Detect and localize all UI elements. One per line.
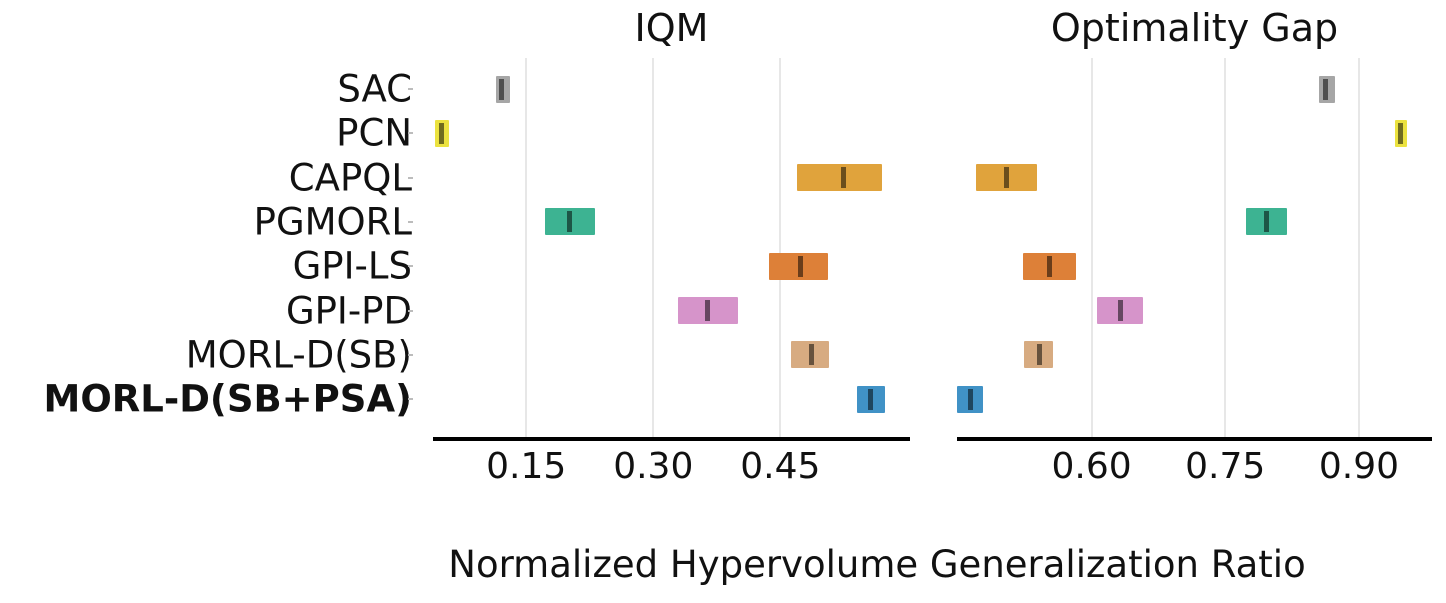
point-estimate-line-iqm-morl-d-sb- xyxy=(809,344,815,366)
point-estimate-line-optimality-gap-capql xyxy=(1003,167,1009,189)
point-estimate-line-iqm-pgmorl xyxy=(566,211,572,233)
point-estimate-line-optimality-gap-gpi-pd xyxy=(1117,300,1123,322)
point-estimate-line-optimality-gap-pgmorl xyxy=(1263,211,1269,233)
y-tick-label-sac: SAC xyxy=(337,67,412,111)
interval-bar-iqm-gpi-ls xyxy=(768,252,828,280)
y-tick-label-morl-d-sb-: MORL-D(SB) xyxy=(185,333,412,377)
gridline xyxy=(525,58,528,437)
point-estimate-line-optimality-gap-pcn xyxy=(1398,122,1404,144)
x-tick-label-iqm: 0.15 xyxy=(486,446,567,487)
point-estimate-line-iqm-gpi-ls xyxy=(798,255,804,277)
y-tick-label-gpi-ls: GPI-LS xyxy=(292,244,412,288)
point-estimate-line-optimality-gap-gpi-ls xyxy=(1047,255,1053,277)
gridline xyxy=(1090,58,1093,437)
y-tick-label-capql: CAPQL xyxy=(288,156,412,200)
y-tick-label-morl-d-sb-psa-: MORL-D(SB+PSA) xyxy=(43,377,412,421)
x-axis-label: Normalized Hypervolume Generalization Ra… xyxy=(448,543,1306,586)
y-tick-mark xyxy=(408,265,413,268)
y-tick-label-pgmorl: PGMORL xyxy=(253,200,412,244)
y-tick-label-gpi-pd: GPI-PD xyxy=(285,289,412,333)
x-axis-line-optimality-gap xyxy=(957,437,1432,441)
point-estimate-line-iqm-capql xyxy=(840,167,846,189)
gridline xyxy=(779,58,782,437)
y-tick-label-pcn: PCN xyxy=(336,111,412,155)
subplot-title-optimality-gap: Optimality Gap xyxy=(1050,6,1339,50)
x-axis-line-iqm xyxy=(433,437,910,441)
y-tick-mark xyxy=(408,353,413,356)
point-estimate-line-iqm-morl-d-sb-psa- xyxy=(867,388,873,410)
y-tick-mark xyxy=(408,309,413,312)
y-tick-mark xyxy=(408,398,413,401)
point-estimate-line-optimality-gap-sac xyxy=(1323,78,1329,100)
x-tick-label-optimality-gap: 0.75 xyxy=(1185,446,1266,487)
subplot-title-iqm: IQM xyxy=(634,6,709,50)
point-estimate-line-iqm-sac xyxy=(499,78,505,100)
y-tick-mark xyxy=(408,220,413,223)
y-tick-mark xyxy=(408,132,413,135)
y-tick-mark xyxy=(408,176,413,179)
point-estimate-line-optimality-gap-morl-d-sb- xyxy=(1037,344,1043,366)
x-tick-label-iqm: 0.30 xyxy=(613,446,694,487)
gridline xyxy=(1224,58,1227,437)
gridline xyxy=(1357,58,1360,437)
y-tick-mark xyxy=(408,88,413,90)
interval-bar-iqm-capql xyxy=(797,164,883,192)
gridline xyxy=(652,58,655,437)
point-estimate-line-iqm-pcn xyxy=(438,122,444,144)
point-estimate-line-iqm-gpi-pd xyxy=(705,300,710,322)
x-tick-label-iqm: 0.45 xyxy=(740,446,821,487)
point-estimate-line-optimality-gap-morl-d-sb-psa- xyxy=(967,388,973,410)
x-tick-label-optimality-gap: 0.90 xyxy=(1318,446,1399,487)
x-tick-label-optimality-gap: 0.60 xyxy=(1051,446,1132,487)
